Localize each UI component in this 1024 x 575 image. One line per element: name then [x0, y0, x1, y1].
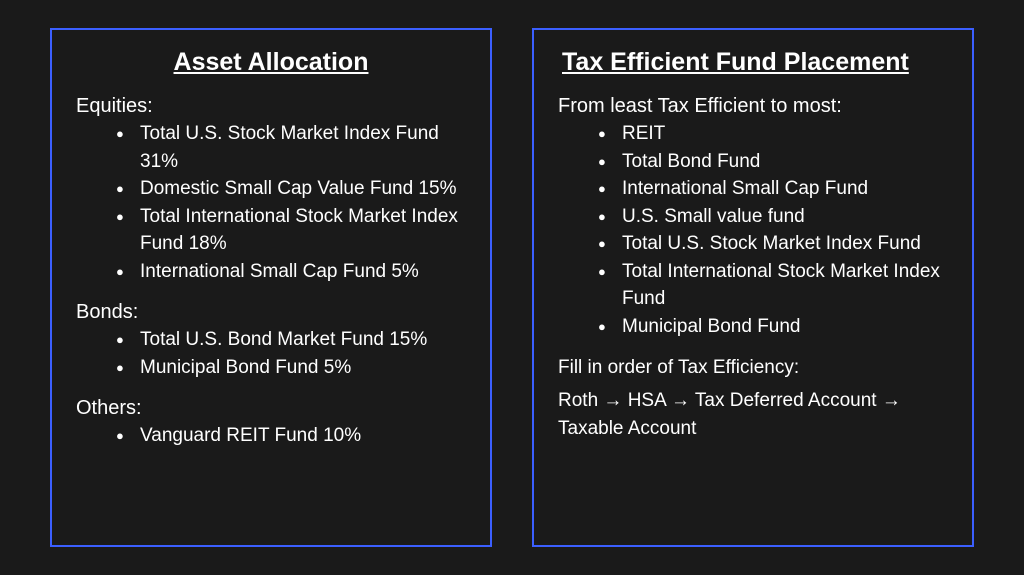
- tax-efficiency-list: REIT Total Bond Fund International Small…: [558, 120, 948, 340]
- list-item: Total U.S. Bond Market Fund 15%: [116, 326, 466, 354]
- tax-efficiency-panel: Tax Efficient Fund Placement From least …: [532, 28, 974, 547]
- list-item: REIT: [598, 120, 948, 148]
- list-item: U.S. Small value fund: [598, 203, 948, 231]
- list-item: International Small Cap Fund: [598, 175, 948, 203]
- list-item: Total U.S. Stock Market Index Fund: [598, 230, 948, 258]
- others-label: Others:: [76, 397, 466, 420]
- equities-label: Equities:: [76, 95, 466, 118]
- asset-allocation-title: Asset Allocation: [76, 48, 466, 77]
- list-item: Municipal Bond Fund: [598, 313, 948, 341]
- equities-list: Total U.S. Stock Market Index Fund 31% D…: [76, 120, 466, 285]
- list-item: Total International Stock Market Index F…: [116, 203, 466, 258]
- fill-order-label: Fill in order of Tax Efficiency:: [558, 354, 948, 383]
- list-item: Total Bond Fund: [598, 148, 948, 176]
- tax-efficiency-title: Tax Efficient Fund Placement: [558, 48, 948, 77]
- list-item: Vanguard REIT Fund 10%: [116, 422, 466, 450]
- list-item: Total U.S. Stock Market Index Fund 31%: [116, 120, 466, 175]
- bonds-label: Bonds:: [76, 301, 466, 324]
- others-list: Vanguard REIT Fund 10%: [76, 422, 466, 450]
- bonds-list: Total U.S. Bond Market Fund 15% Municipa…: [76, 326, 466, 381]
- fill-order-sequence: Roth → HSA → Tax Deferred Account → Taxa…: [558, 387, 948, 444]
- tax-efficiency-intro: From least Tax Efficient to most:: [558, 95, 948, 118]
- list-item: Domestic Small Cap Value Fund 15%: [116, 175, 466, 203]
- asset-allocation-panel: Asset Allocation Equities: Total U.S. St…: [50, 28, 492, 547]
- list-item: Total International Stock Market Index F…: [598, 258, 948, 313]
- list-item: Municipal Bond Fund 5%: [116, 354, 466, 382]
- list-item: International Small Cap Fund 5%: [116, 258, 466, 286]
